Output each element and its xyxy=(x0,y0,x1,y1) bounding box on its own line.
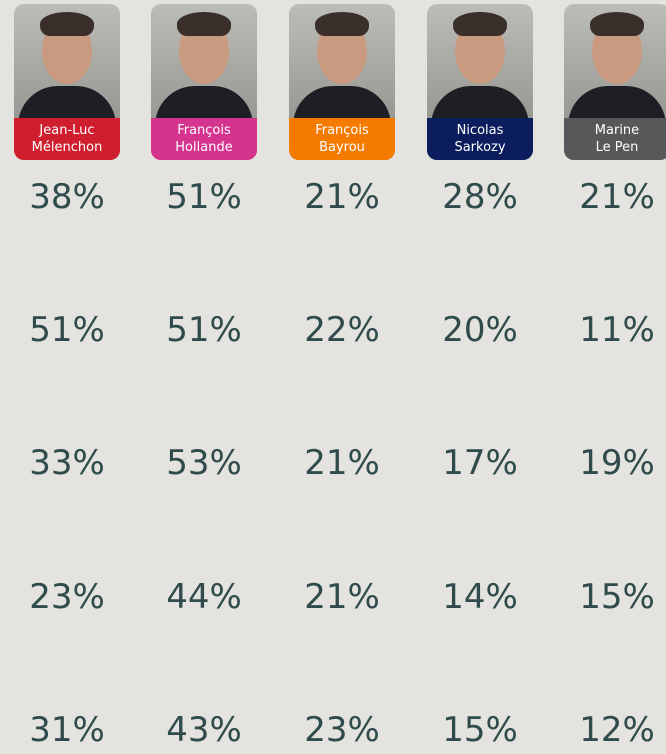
percentage-cell: 53% xyxy=(139,443,269,483)
photo-hair xyxy=(40,12,94,36)
percentage-cell: 23% xyxy=(2,577,132,617)
percentage-cell: 15% xyxy=(552,577,666,617)
percentage-cell: 17% xyxy=(415,443,545,483)
percentage-cell: 44% xyxy=(139,577,269,617)
candidate-last-name: Le Pen xyxy=(564,139,666,156)
percentage-cell: 33% xyxy=(2,443,132,483)
percentage-cell: 12% xyxy=(552,710,666,750)
percentage-cell: 19% xyxy=(552,443,666,483)
percentage-cell: 51% xyxy=(2,310,132,350)
percentage-cell: 51% xyxy=(139,310,269,350)
percentage-cell: 20% xyxy=(415,310,545,350)
candidate-last-name: Hollande xyxy=(151,139,257,156)
percentage-cell: 11% xyxy=(552,310,666,350)
candidate-last-name: Sarkozy xyxy=(427,139,533,156)
candidate-first-name: Nicolas xyxy=(427,122,533,139)
percentage-cell: 15% xyxy=(415,710,545,750)
photo-hair xyxy=(315,12,369,36)
percentage-cell: 31% xyxy=(2,710,132,750)
percentage-cell: 28% xyxy=(415,177,545,217)
candidate-first-name: François xyxy=(151,122,257,139)
photo-hair xyxy=(177,12,231,36)
percentage-cell: 14% xyxy=(415,577,545,617)
percentage-cell: 21% xyxy=(277,177,407,217)
percentage-cell: 43% xyxy=(139,710,269,750)
page: {"header": {"candidates": [ {"line1": "J… xyxy=(0,0,666,754)
percentage-cell: 51% xyxy=(139,177,269,217)
percentage-cell: 23% xyxy=(277,710,407,750)
candidate-first-name: Marine xyxy=(564,122,666,139)
percentage-cell: 22% xyxy=(277,310,407,350)
percentage-cell: 21% xyxy=(277,577,407,617)
candidate-last-name: Bayrou xyxy=(289,139,395,156)
candidate-first-name: François xyxy=(289,122,395,139)
percentage-cell: 38% xyxy=(2,177,132,217)
candidate-last-name: Mélenchon xyxy=(14,139,120,156)
candidate-first-name: Jean-Luc xyxy=(14,122,120,139)
photo-hair xyxy=(453,12,507,36)
photo-hair xyxy=(590,12,644,36)
percentage-cell: 21% xyxy=(277,443,407,483)
percentage-cell: 21% xyxy=(552,177,666,217)
